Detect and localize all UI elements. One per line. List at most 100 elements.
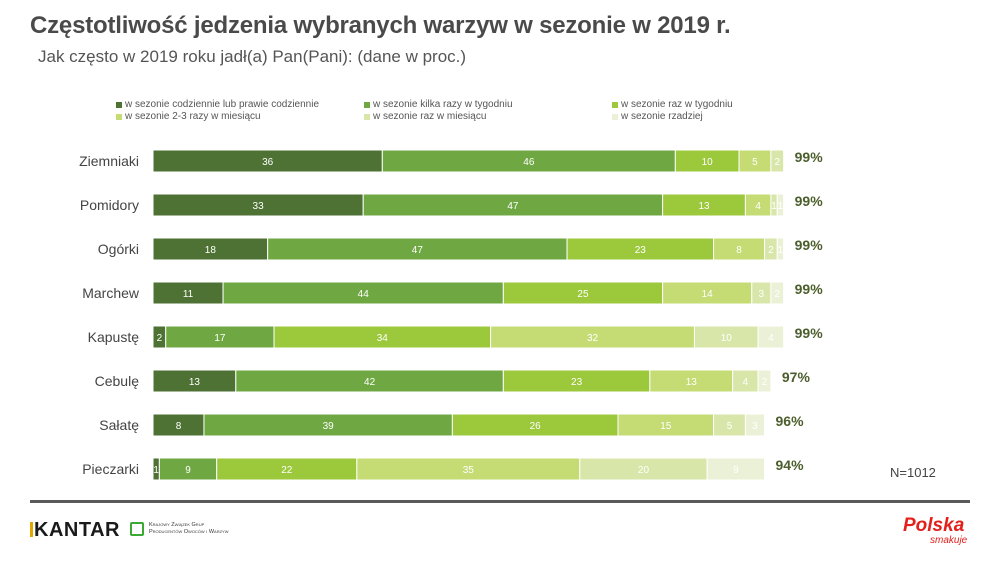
data-label: 8 — [176, 421, 182, 432]
data-label: 22 — [281, 465, 293, 476]
legend-swatch — [612, 101, 618, 108]
data-label: 1 — [153, 465, 159, 476]
legend-item: w sezonie raz w tygodniu — [612, 99, 812, 110]
category-label: Pieczarki — [82, 461, 139, 477]
legend-label: w sezonie raz w tygodniu — [621, 99, 733, 110]
data-label: 8 — [736, 245, 742, 256]
data-label: 47 — [412, 245, 424, 256]
data-label: 4 — [755, 201, 761, 212]
data-label: 42 — [364, 377, 376, 388]
data-label: 14 — [702, 289, 714, 300]
data-label: 2 — [774, 289, 780, 300]
kzgp-logo: Krajowy Związek Grup Producentów Owoców … — [130, 522, 229, 536]
data-label: 35 — [463, 465, 475, 476]
bar-segment — [776, 193, 785, 217]
data-label: 2 — [762, 377, 768, 388]
bar-segment — [776, 237, 785, 261]
data-label: 1 — [778, 245, 784, 256]
total-label: 99% — [795, 281, 824, 297]
bar-segment — [757, 369, 772, 393]
data-label: 39 — [323, 421, 335, 432]
data-label: 11 — [183, 289, 194, 300]
data-label: 3 — [759, 289, 765, 300]
sample-size-label: N=1012 — [890, 465, 936, 480]
data-label: 13 — [686, 377, 698, 388]
category-label: Sałatę — [99, 417, 139, 433]
total-label: 94% — [776, 457, 805, 473]
data-label: 46 — [523, 157, 535, 168]
data-label: 4 — [768, 333, 774, 344]
category-label: Pomidory — [80, 197, 139, 213]
category-label: Cebulę — [95, 373, 140, 389]
legend-swatch — [364, 101, 370, 108]
kzgp-logo-icon — [130, 522, 144, 536]
legend-item: w sezonie codziennie lub prawie codzienn… — [116, 99, 364, 110]
legend-swatch — [612, 113, 618, 120]
total-label: 97% — [782, 369, 811, 385]
category-label: Ogórki — [98, 241, 139, 257]
data-label: 33 — [253, 201, 265, 212]
bar-segment — [770, 149, 785, 173]
legend-swatch — [116, 101, 122, 108]
data-label: 23 — [571, 377, 583, 388]
data-label: 26 — [530, 421, 542, 432]
total-label: 99% — [795, 325, 824, 341]
data-label: 2 — [768, 245, 774, 256]
data-label: 1 — [778, 201, 784, 212]
legend-item: w sezonie raz w miesiącu — [364, 111, 612, 122]
legend-item: w sezonie kilka razy w tygodniu — [364, 99, 612, 110]
polska-smakuje-logo-subtext: smakuje — [930, 535, 968, 546]
legend-item: w sezonie rzadziej — [612, 111, 812, 122]
data-label: 2 — [157, 333, 163, 344]
data-label: 13 — [189, 377, 201, 388]
data-label: 36 — [262, 157, 274, 168]
polska-smakuje-logo: Polska — [903, 515, 965, 536]
data-label: 13 — [698, 201, 710, 212]
kzgp-logo-line1: Krajowy Związek Grup — [149, 522, 205, 528]
data-label: 1 — [771, 201, 777, 212]
data-label: 2 — [774, 157, 780, 168]
data-label: 10 — [721, 333, 733, 344]
category-label: Ziemniaki — [79, 153, 139, 169]
total-label: 99% — [795, 237, 824, 253]
bar-segment — [770, 281, 785, 305]
footer-divider — [30, 500, 970, 503]
data-label: 32 — [587, 333, 599, 344]
data-label: 5 — [727, 421, 733, 432]
data-label: 47 — [507, 201, 519, 212]
legend-label: w sezonie kilka razy w tygodniu — [373, 99, 513, 110]
chart-subtitle: Jak często w 2019 roku jadł(a) Pan(Pani)… — [38, 47, 467, 66]
legend-label: w sezonie rzadziej — [621, 111, 703, 122]
data-label: 9 — [733, 465, 739, 476]
legend-swatch — [116, 113, 122, 120]
data-label: 20 — [638, 465, 650, 476]
data-label: 9 — [185, 465, 191, 476]
data-label: 10 — [702, 157, 714, 168]
kantar-logo-text: KANTAR — [34, 519, 120, 541]
category-label: Kapustę — [88, 329, 140, 345]
data-label: 17 — [214, 333, 226, 344]
bar-segment — [706, 457, 766, 481]
legend-label: w sezonie codziennie lub prawie codzienn… — [125, 99, 320, 110]
total-label: 99% — [795, 149, 824, 165]
data-label: 34 — [377, 333, 389, 344]
bar-segment — [744, 413, 766, 437]
legend-label: w sezonie raz w miesiącu — [373, 111, 487, 122]
kantar-logo: KANTAR — [30, 519, 120, 542]
data-label: 3 — [752, 421, 758, 432]
legend-item: w sezonie 2-3 razy w miesiącu — [116, 111, 364, 122]
legend: w sezonie codziennie lub prawie codzienn… — [116, 99, 796, 122]
data-label: 25 — [577, 289, 589, 300]
kantar-logo-mark — [30, 522, 33, 537]
chart-title: Częstotliwość jedzenia wybranych warzyw … — [30, 12, 731, 39]
kzgp-logo-line2: Producentów Owoców i Warzyw — [149, 529, 229, 535]
data-label: 44 — [358, 289, 370, 300]
legend-label: w sezonie 2-3 razy w miesiącu — [125, 111, 261, 122]
category-label: Marchew — [82, 285, 140, 301]
total-label: 96% — [776, 413, 805, 429]
legend-swatch — [364, 113, 370, 120]
bar-segment — [757, 325, 785, 349]
data-label: 4 — [743, 377, 749, 388]
data-label: 5 — [752, 157, 758, 168]
data-label: 15 — [660, 421, 672, 432]
